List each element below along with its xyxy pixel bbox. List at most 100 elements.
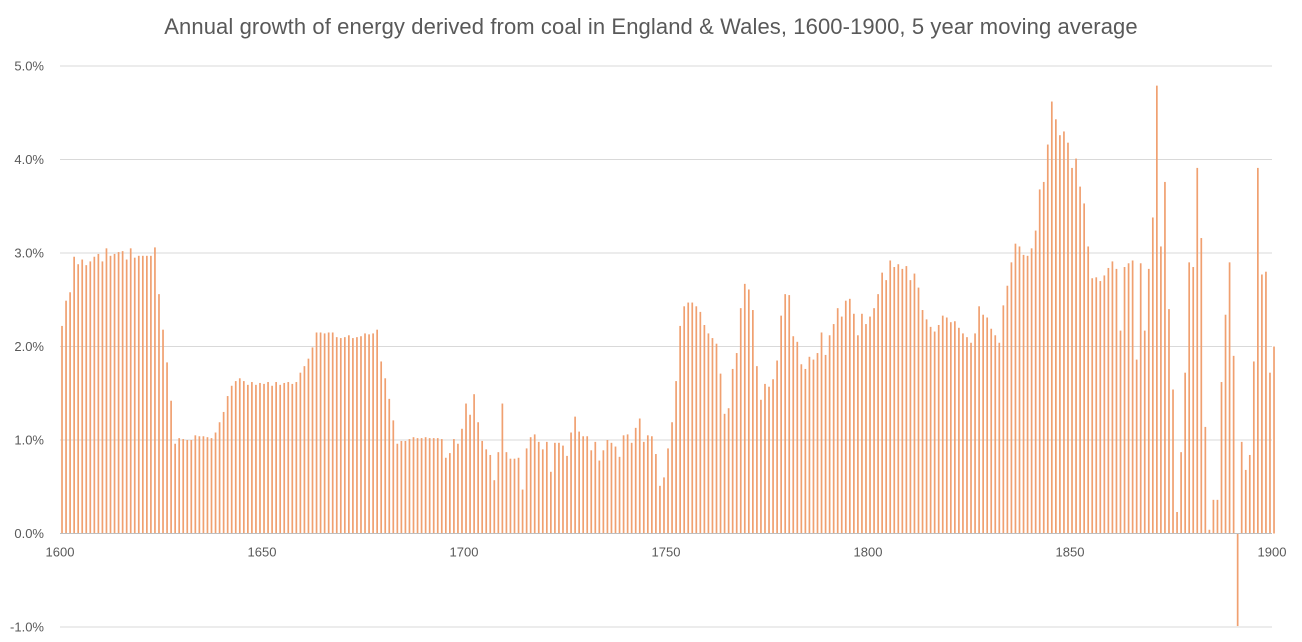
bar bbox=[194, 435, 197, 534]
bar bbox=[848, 298, 851, 534]
bar bbox=[594, 441, 597, 534]
y-tick-label: -1.0% bbox=[10, 620, 44, 635]
bar bbox=[461, 428, 463, 534]
bar bbox=[901, 268, 904, 534]
bar bbox=[529, 437, 532, 534]
bar bbox=[962, 333, 964, 534]
bar bbox=[808, 356, 811, 534]
bar bbox=[89, 261, 92, 534]
bar bbox=[412, 437, 415, 534]
bar bbox=[885, 280, 888, 534]
bar bbox=[1050, 101, 1053, 534]
bar bbox=[893, 267, 896, 534]
bar bbox=[299, 372, 302, 534]
bar bbox=[1087, 246, 1090, 534]
bar bbox=[897, 264, 900, 534]
bar bbox=[1160, 246, 1162, 534]
gridlines bbox=[60, 65, 1272, 628]
bar bbox=[311, 347, 314, 534]
bar bbox=[941, 315, 944, 534]
bar bbox=[283, 382, 286, 534]
bar bbox=[251, 382, 253, 534]
bar bbox=[917, 287, 920, 534]
bar bbox=[533, 434, 536, 534]
bar bbox=[1244, 469, 1247, 534]
bar bbox=[913, 273, 916, 534]
bar bbox=[1006, 285, 1009, 534]
bar bbox=[291, 383, 294, 534]
bar bbox=[133, 257, 136, 534]
y-tick-label: 3.0% bbox=[14, 246, 44, 261]
bar bbox=[1111, 261, 1114, 534]
bar bbox=[109, 255, 112, 534]
bar bbox=[800, 364, 803, 534]
bar bbox=[1168, 309, 1170, 534]
y-tick-label: 5.0% bbox=[14, 59, 44, 74]
bar bbox=[796, 341, 799, 534]
bar bbox=[121, 251, 124, 534]
bar bbox=[1002, 305, 1005, 534]
bar bbox=[259, 382, 261, 534]
bar bbox=[537, 441, 540, 534]
bar bbox=[416, 438, 419, 534]
bar bbox=[1196, 167, 1199, 534]
bar bbox=[986, 317, 989, 534]
bar bbox=[954, 321, 956, 534]
bar bbox=[550, 471, 552, 534]
bar bbox=[331, 332, 334, 534]
bar bbox=[626, 434, 629, 534]
bar bbox=[295, 382, 298, 534]
bar bbox=[339, 338, 342, 534]
bar bbox=[554, 442, 556, 534]
bar bbox=[182, 439, 185, 534]
bar bbox=[525, 448, 528, 534]
bar bbox=[408, 439, 411, 534]
bar bbox=[85, 265, 88, 534]
bar bbox=[141, 255, 144, 534]
bar bbox=[230, 385, 233, 534]
bar bbox=[642, 441, 645, 534]
bar bbox=[1180, 452, 1182, 534]
bar bbox=[424, 437, 427, 534]
bar bbox=[820, 332, 823, 534]
bar bbox=[1014, 243, 1017, 534]
bar bbox=[570, 432, 572, 534]
bar bbox=[1269, 372, 1271, 534]
bar bbox=[457, 443, 459, 534]
bar bbox=[158, 294, 160, 534]
bar bbox=[1252, 361, 1255, 534]
bar bbox=[368, 334, 370, 534]
bar bbox=[590, 450, 593, 534]
bar bbox=[255, 384, 257, 534]
bar bbox=[287, 382, 290, 534]
bar bbox=[667, 448, 669, 534]
bar bbox=[356, 337, 358, 534]
bar bbox=[857, 335, 859, 534]
bar bbox=[582, 436, 585, 534]
bar bbox=[618, 456, 621, 534]
bar bbox=[756, 366, 758, 534]
bar bbox=[865, 324, 867, 534]
bar bbox=[1208, 529, 1211, 534]
bar bbox=[202, 436, 205, 534]
bar bbox=[998, 342, 1001, 534]
bar bbox=[267, 382, 269, 534]
bar bbox=[218, 422, 221, 534]
bar bbox=[707, 333, 710, 534]
bar bbox=[760, 399, 762, 534]
bar bbox=[1107, 267, 1110, 534]
bar bbox=[93, 256, 96, 534]
bar bbox=[1018, 246, 1021, 534]
bar bbox=[1119, 330, 1122, 534]
bar bbox=[768, 386, 770, 534]
bar bbox=[1038, 189, 1041, 534]
bar bbox=[1156, 85, 1158, 534]
bar bbox=[117, 252, 120, 534]
bar bbox=[966, 337, 968, 534]
bar bbox=[238, 378, 241, 534]
bar bbox=[1063, 131, 1065, 534]
bar-series bbox=[61, 85, 1275, 627]
bar bbox=[77, 264, 80, 534]
bar bbox=[622, 435, 625, 534]
bar bbox=[776, 360, 778, 534]
